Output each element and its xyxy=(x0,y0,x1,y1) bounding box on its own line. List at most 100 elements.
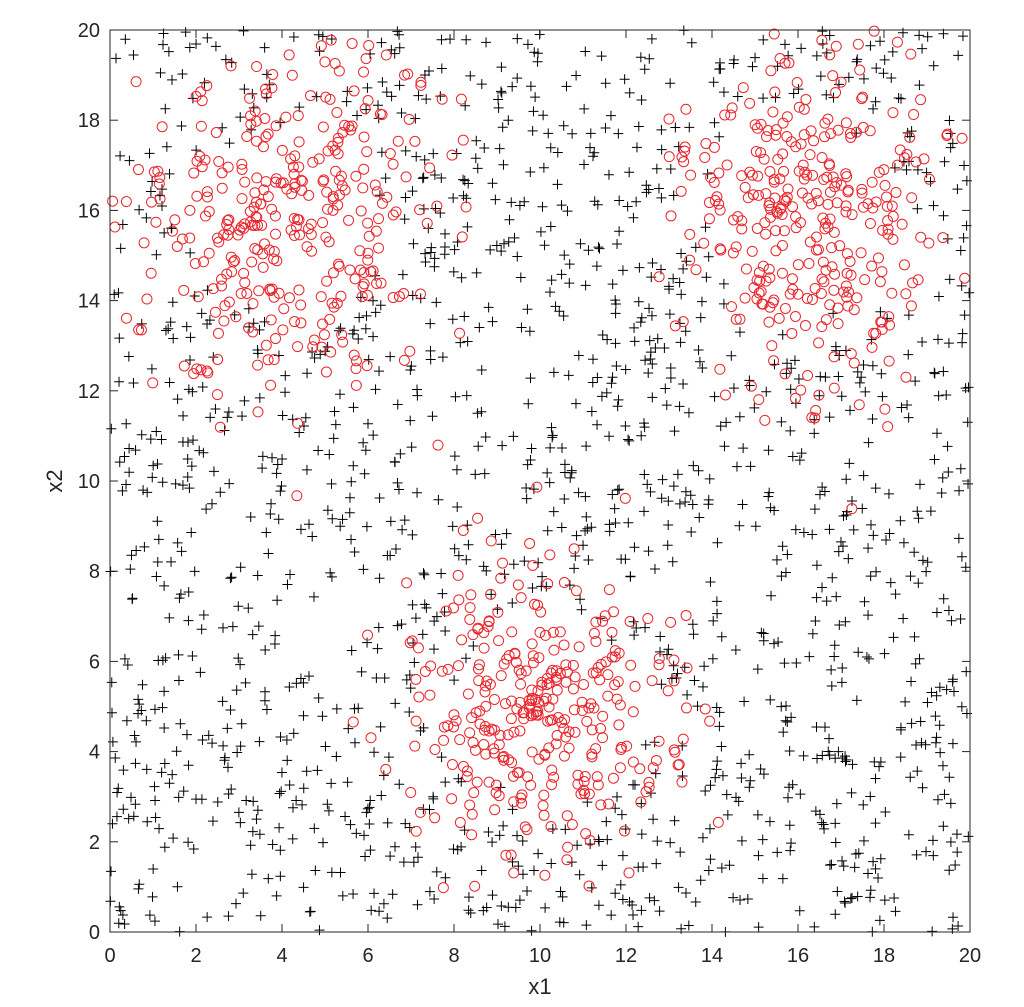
circle-point xyxy=(358,267,370,279)
plus-point xyxy=(712,537,723,548)
plus-point xyxy=(824,412,835,423)
plus-point xyxy=(346,476,357,487)
circle-point xyxy=(768,176,780,188)
plus-point xyxy=(610,338,621,349)
plus-point xyxy=(217,696,228,707)
plus-point xyxy=(346,645,357,656)
circle-point xyxy=(826,242,838,254)
plus-point xyxy=(406,442,417,453)
plus-point xyxy=(605,110,616,121)
plus-point xyxy=(130,445,141,456)
plus-point xyxy=(501,528,512,539)
plus-point xyxy=(607,372,618,383)
plus-point xyxy=(628,910,639,921)
plus-point xyxy=(764,816,775,827)
circle-point xyxy=(252,359,264,371)
plus-point xyxy=(184,42,195,53)
plus-point xyxy=(497,122,508,133)
circle-point xyxy=(508,796,520,808)
plus-point xyxy=(943,467,954,478)
circle-point xyxy=(429,744,441,756)
plus-point xyxy=(905,571,916,582)
circle-point xyxy=(806,294,818,306)
plus-point xyxy=(711,596,722,607)
plus-point xyxy=(570,398,581,409)
plus-point xyxy=(498,820,509,831)
plus-point xyxy=(129,730,140,741)
circle-point xyxy=(526,638,538,650)
plus-point xyxy=(647,257,658,268)
circle-point xyxy=(201,186,213,198)
plus-point xyxy=(947,738,958,749)
plus-point xyxy=(481,902,492,913)
circle-point xyxy=(802,192,814,204)
circle-point xyxy=(472,623,484,635)
plus-point xyxy=(165,317,176,328)
circle-point xyxy=(363,40,375,52)
plus-point xyxy=(498,159,509,170)
circle-point xyxy=(257,141,269,153)
plus-point xyxy=(220,54,231,65)
circle-point xyxy=(755,147,767,159)
plus-point xyxy=(695,312,706,323)
plus-point xyxy=(906,126,917,137)
plus-point xyxy=(483,302,494,313)
plus-point xyxy=(159,686,170,697)
plus-point xyxy=(829,651,840,662)
plus-point xyxy=(665,164,676,175)
plus-point xyxy=(347,328,358,339)
plus-point xyxy=(390,698,401,709)
plus-point xyxy=(559,494,570,505)
circle-point xyxy=(550,671,562,683)
circle-point xyxy=(551,684,563,696)
circle-point xyxy=(316,341,328,353)
plus-point xyxy=(429,253,440,264)
circle-point xyxy=(663,113,675,125)
plus-point xyxy=(239,84,250,95)
plus-point xyxy=(933,334,944,345)
plus-point xyxy=(728,892,739,903)
plus-point xyxy=(898,613,909,624)
circle-point xyxy=(625,659,637,671)
plus-point xyxy=(389,456,400,467)
circle-point xyxy=(727,247,739,259)
circle-point xyxy=(719,389,731,401)
circle-point xyxy=(746,169,758,181)
plus-point xyxy=(231,898,242,909)
circle-point xyxy=(404,345,416,357)
circle-point xyxy=(236,193,248,205)
plus-point xyxy=(456,272,467,283)
plus-point xyxy=(873,873,884,884)
circle-point xyxy=(801,292,813,304)
circle-point xyxy=(578,776,590,788)
plus-point xyxy=(606,635,617,646)
plus-point xyxy=(821,89,832,100)
plus-point xyxy=(686,37,697,48)
circle-point xyxy=(424,689,436,701)
circle-point xyxy=(266,82,278,94)
plus-point xyxy=(833,546,844,557)
plus-point xyxy=(744,375,755,386)
circle-point xyxy=(457,134,469,146)
circle-point xyxy=(755,118,767,130)
plus-point xyxy=(419,69,430,80)
circle-point xyxy=(488,693,500,705)
plus-point xyxy=(931,732,942,743)
circle-point xyxy=(207,283,219,295)
plus-point xyxy=(565,472,576,483)
plus-point xyxy=(163,46,174,57)
plus-point xyxy=(288,802,298,813)
plus-point xyxy=(700,222,711,233)
circle-point xyxy=(580,828,592,840)
plus-point xyxy=(655,646,666,657)
plus-point xyxy=(646,33,657,44)
circle-point xyxy=(575,788,587,800)
circle-point xyxy=(768,355,780,367)
circle-point xyxy=(263,244,275,256)
plus-point xyxy=(528,106,539,117)
circle-point xyxy=(236,163,248,175)
plus-point xyxy=(369,747,380,758)
circle-point xyxy=(550,665,562,677)
plus-point xyxy=(937,760,948,771)
plus-point xyxy=(378,898,389,909)
